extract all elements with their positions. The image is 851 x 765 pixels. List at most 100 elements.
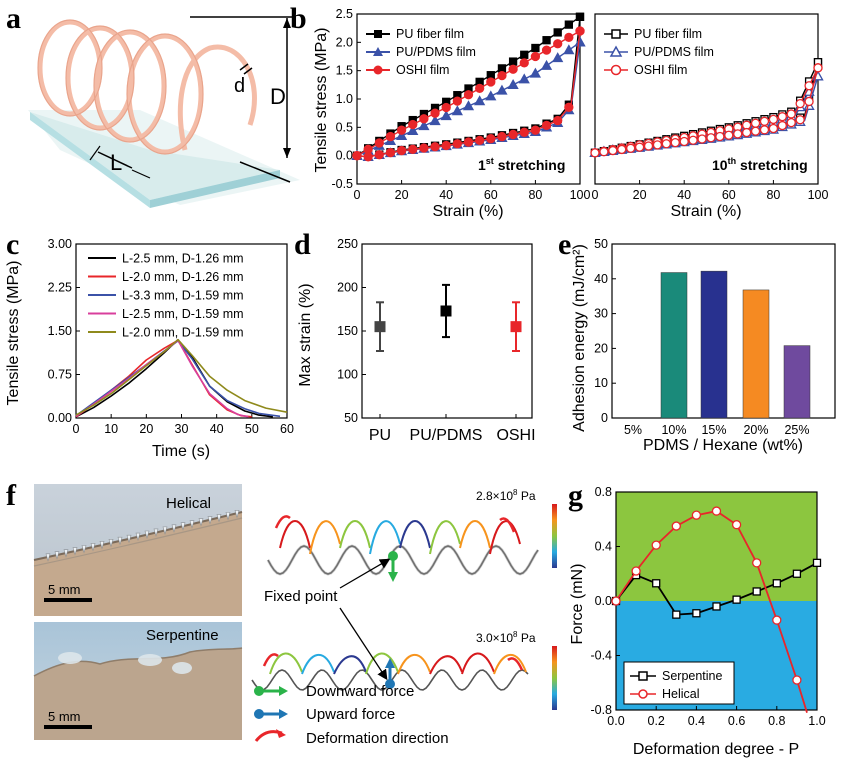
b2-point [617,144,627,155]
b2-point [608,145,618,156]
b1-xtick-label: 0 [354,188,361,202]
b1-point [385,131,396,142]
b2-point [768,114,779,125]
b1-point [430,142,440,152]
b2-point [786,109,796,119]
deformation-arrow [262,653,279,667]
d-point-1 [440,305,452,317]
chart-d: 50 100 150 200 250 PU PU/PDMS OSHI [337,237,535,444]
b1-point [441,140,451,151]
helix-loop [369,520,401,555]
b2-title-rest: stretching [736,157,808,173]
helix-base [267,545,539,575]
c-series-0 [75,338,273,418]
g-xtick-label: 0.6 [728,714,745,728]
g-point [652,579,661,588]
simulation-diagram [251,515,540,691]
b1-point [563,44,575,55]
b2-xtick-label: 40 [677,188,691,202]
b2-point [599,147,609,157]
g-ylabel: Force (mN) [569,564,586,645]
g-point [732,595,741,604]
e-bar-2 [700,270,728,419]
g-point [731,520,742,530]
spike [207,516,213,525]
colorbar-top-label: 2.8×108 Pa [476,488,536,503]
b2-point [813,63,823,73]
b1-point [429,115,441,126]
deformation-arrow [499,517,516,533]
spike [198,518,204,527]
b1-point [462,100,475,111]
spike [54,551,60,560]
e-ytick-label: 50 [594,237,608,251]
d-ytick-label: 200 [337,281,358,295]
b1-ytick-label: 2.5 [336,7,353,21]
g-ytick-label: 0.4 [595,540,612,554]
b1-ylabel: Tensile stress (MPa) [313,28,330,173]
b2-point [759,116,770,126]
b1-point [407,125,419,136]
b1-point [440,110,452,121]
b2-legend-1: PU/PDMS film [634,45,714,59]
panel-label-a: a [6,2,21,35]
photo-bottom-label: Serpentine [146,627,219,644]
helix-loop [429,520,461,555]
b1-point [575,12,585,21]
colorbar-top-base: 2.8×10 [476,489,513,503]
b1-point [508,57,518,66]
b1-point [430,108,440,118]
fixed-point-arrow-top [339,558,391,589]
c-ylabel: Tensile stress (MPa) [5,261,22,406]
label-D: D [270,84,286,109]
b2-legend-2: OSHI film [634,63,687,77]
b1-title-main: 1 [478,157,486,173]
c-ytick-label: 0.00 [48,411,72,425]
e-category-3: 20% [743,423,768,437]
g-xtick-label: 1.0 [808,714,825,728]
b1-point [474,83,485,94]
d-ylabel: Max strain (%) [297,283,314,386]
helix-loop [279,520,311,549]
chart-e: 0 10 20 30 40 50 5% 10% 15% 20% 25% [594,237,836,437]
chart-b1: 0 20 40 60 80 100 -0.5 0.0 0.5 1.0 1.5 2.0 2.5 [331,7,590,202]
d-ytick-label: 100 [337,368,358,382]
scale-bar-top [44,598,92,602]
panel-a-illustration [28,16,300,208]
b1-point [508,129,518,140]
e-category-4: 25% [784,423,809,437]
photo-top-label: Helical [166,495,211,512]
spike [90,543,96,552]
fixed-point-label: Fixed point [264,588,338,605]
b1-ytick-label: -0.5 [331,177,353,191]
helix-loop [399,520,431,549]
c-xtick-label: 60 [280,422,294,436]
g-point [792,675,802,685]
b1-ytick-label: 2.0 [336,35,353,49]
b2-point [634,142,645,152]
b1-point [552,52,564,63]
chart-b2: 0 20 40 60 80 100 [589,13,828,202]
b2-point [777,120,787,131]
c-xtick-label: 20 [139,422,153,436]
g-point [651,540,661,550]
deformation-arrow [507,657,524,671]
serpentine-loop [365,652,399,675]
upward-arrow-head [385,658,395,668]
b2-frame [594,13,819,185]
b1-point [363,144,373,154]
b1-xtick-label: 40 [439,188,453,202]
b2-point [679,136,689,147]
b1-title-rest: stretching [494,157,566,173]
b2-point [670,137,680,148]
e-category-1: 10% [661,423,686,437]
helix-loop [489,520,521,555]
serpentine-loop [461,652,495,675]
photo-serpentine [33,622,243,740]
d-category-1: PU/PDMS [410,427,483,444]
b2-point [795,98,805,109]
b1-point [553,39,563,49]
legend-downward: Downward force [306,683,414,700]
spike [108,538,114,548]
b2-xlabel: Strain (%) [670,203,741,220]
